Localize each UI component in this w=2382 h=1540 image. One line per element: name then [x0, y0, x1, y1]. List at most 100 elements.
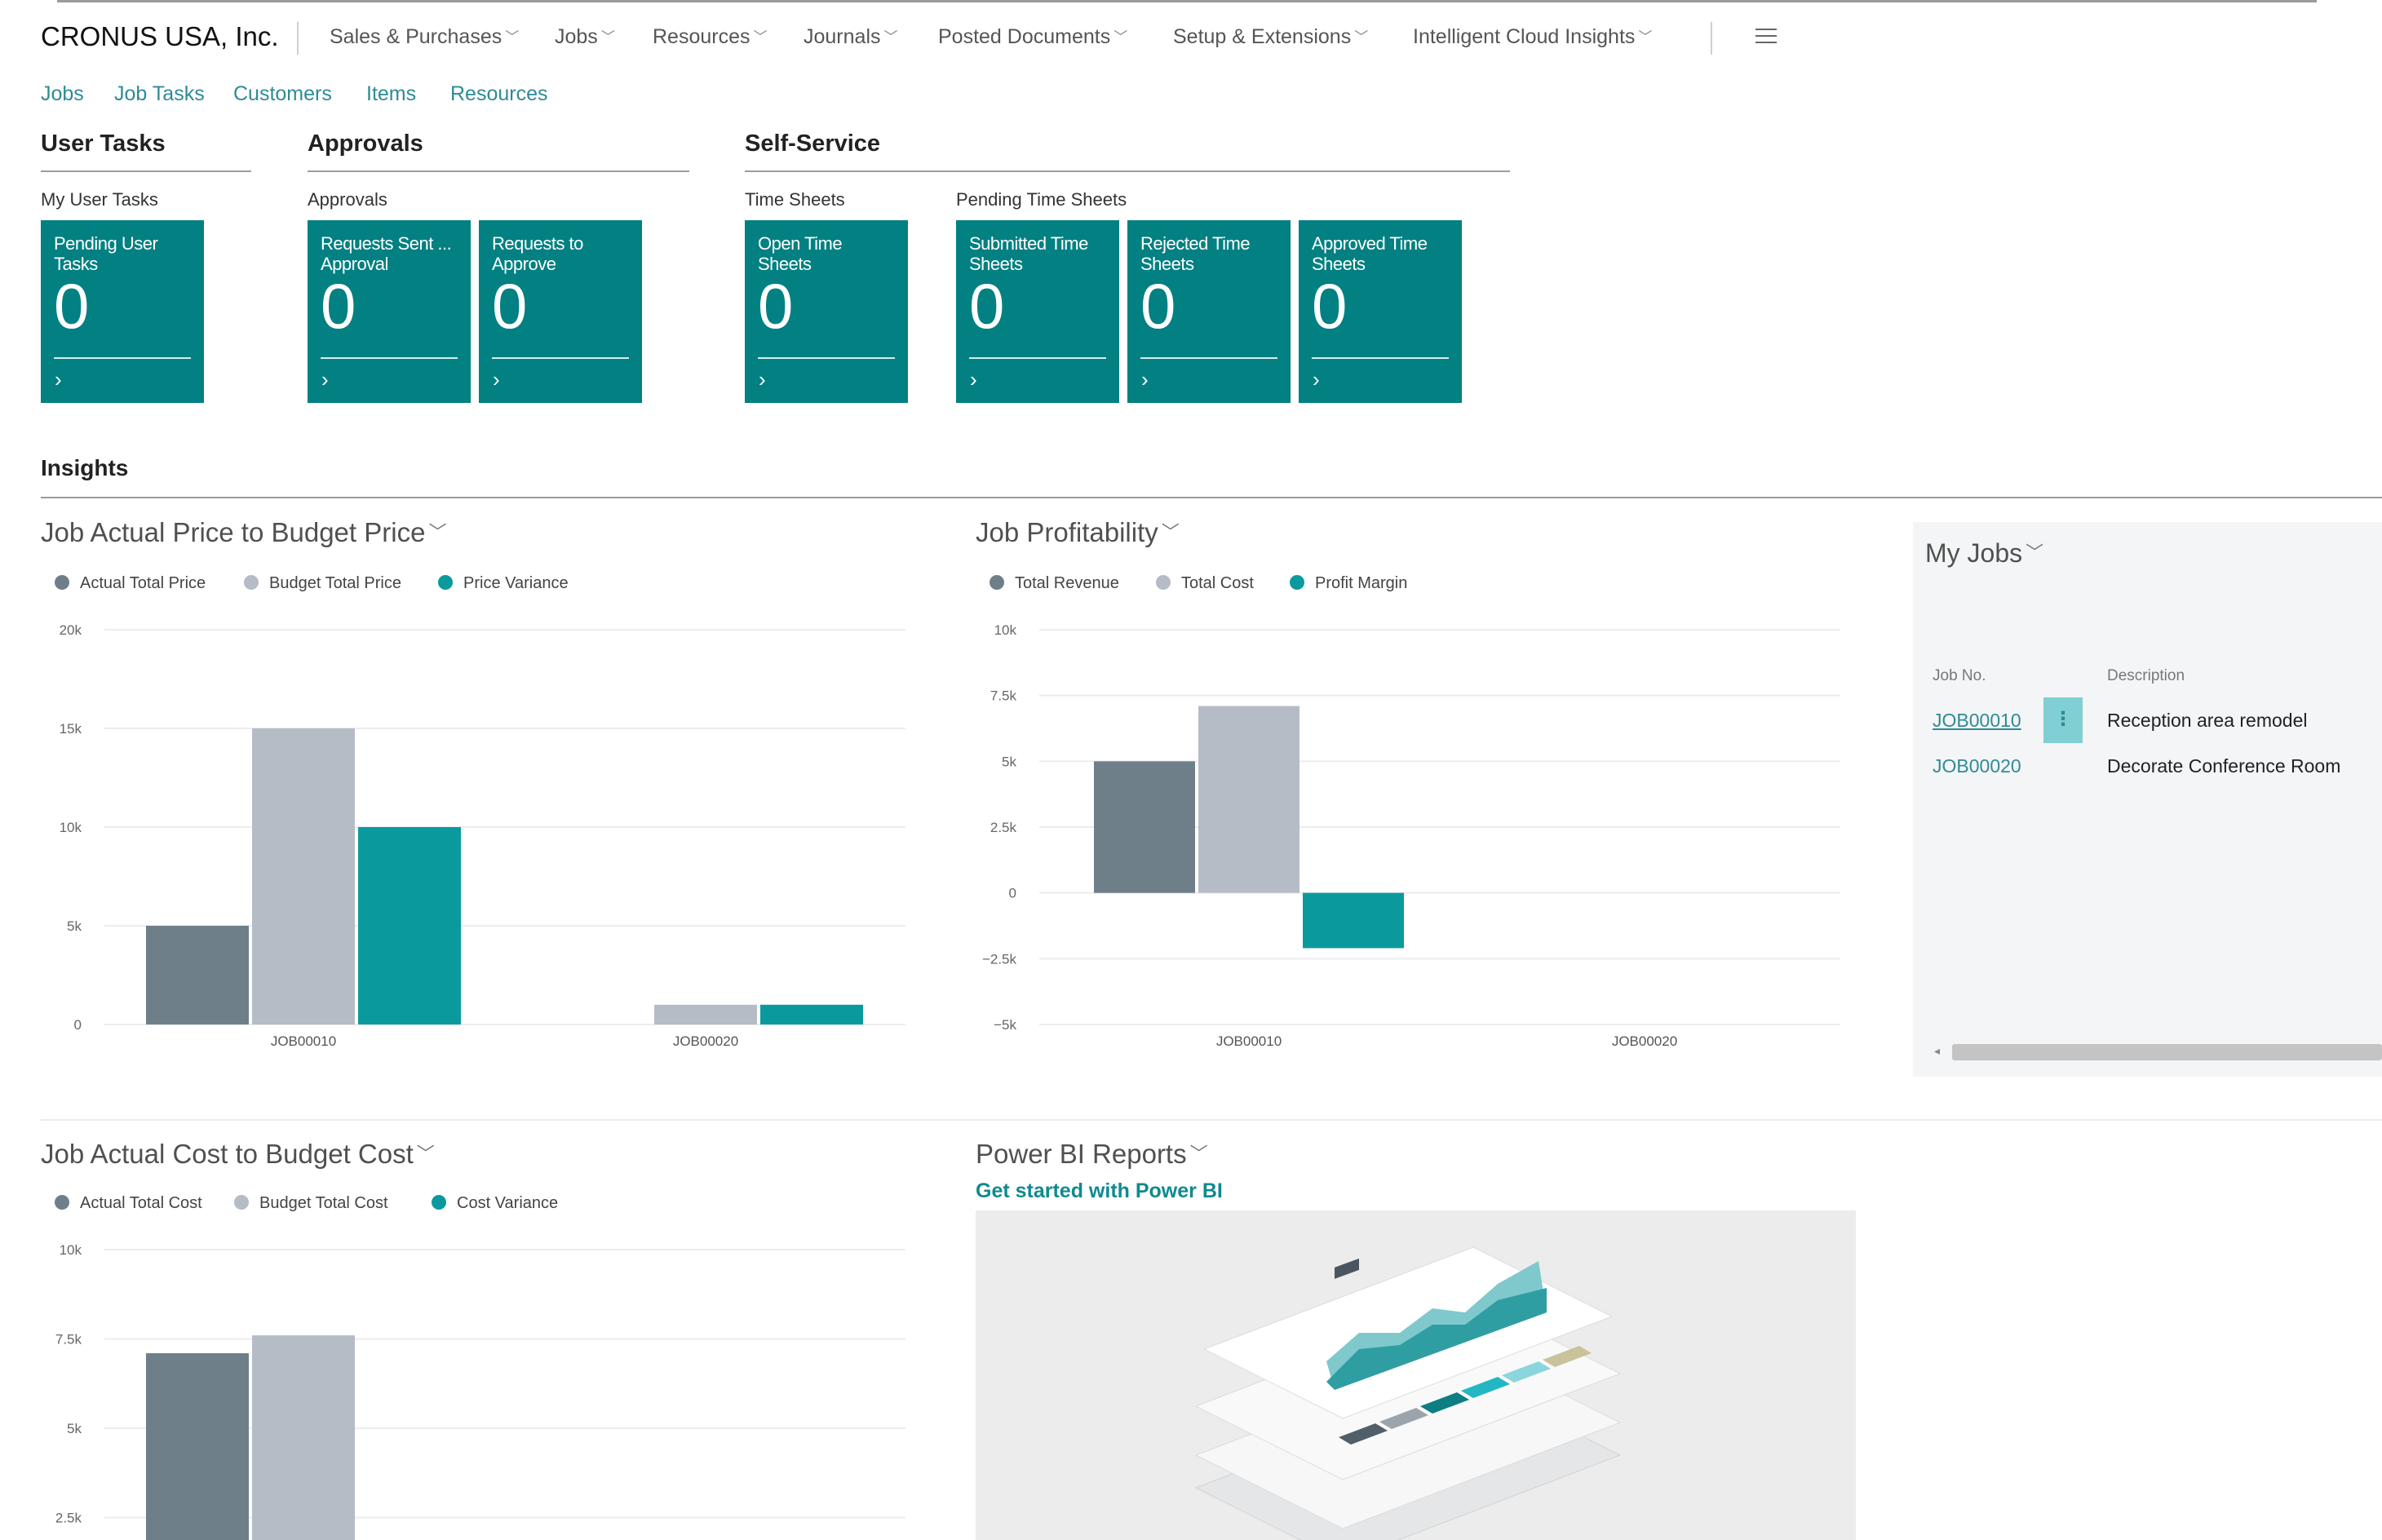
nav-posted-documents[interactable]: Posted Documents ﹀	[938, 25, 1127, 49]
y-tick-label: 7.5k	[990, 688, 1017, 704]
chevron-down-icon: ﹀	[1189, 1144, 1208, 1164]
tile-rejected-time-sheets[interactable]: Rejected Time Sheets 0 ›	[1127, 220, 1291, 403]
legend-dot	[1156, 575, 1171, 590]
tile-label: Rejected Time Sheets	[1140, 233, 1251, 274]
tile-label: Requests Sent ... Approval	[321, 233, 452, 274]
col-header-job-no[interactable]: Job No.	[1933, 667, 1986, 684]
chevron-right-icon: ›	[970, 367, 977, 392]
legend-label: Budget Total Price	[269, 574, 401, 592]
tile-divider	[54, 357, 191, 359]
legend-dot	[234, 1195, 249, 1210]
power-bi-illustration	[976, 1210, 1856, 1540]
tile-divider	[492, 357, 629, 359]
tile-submitted-time-sheets[interactable]: Submitted Time Sheets 0 ›	[956, 220, 1119, 403]
vertical-ellipsis-icon[interactable]: ⋮	[2043, 697, 2083, 743]
chevron-right-icon: ›	[55, 367, 62, 392]
legend-label: Actual Total Price	[80, 574, 206, 592]
company-name[interactable]: CRONUS USA, Inc.	[41, 21, 279, 51]
link-resources[interactable]: Resources	[450, 82, 548, 105]
bar	[252, 1335, 355, 1540]
chevron-down-icon: ﹀	[505, 29, 520, 45]
chart-title-job-actual-cost[interactable]: Job Actual Cost to Budget Cost ﹀	[41, 1139, 435, 1170]
y-tick-label: 0	[1009, 886, 1016, 901]
my-jobs-panel: My Jobs ﹀ Job No. Description JOB00010 ⋮ …	[1913, 522, 2382, 1077]
nav-label: Posted Documents	[938, 25, 1111, 48]
tile-value: 0	[969, 270, 1005, 342]
nav-setup-extensions[interactable]: Setup & Extensions ﹀	[1173, 25, 1368, 49]
power-bi-title-label: Power BI Reports	[976, 1139, 1187, 1169]
nav-label: Intelligent Cloud Insights	[1413, 25, 1636, 48]
sub-label-time-sheets: Time Sheets	[745, 189, 845, 210]
insights-title: Insights	[41, 455, 129, 480]
bar	[1198, 706, 1299, 893]
x-tick-label: JOB00010	[1216, 1033, 1282, 1049]
nav-jobs[interactable]: Jobs ﹀	[555, 25, 615, 49]
header-separator	[1711, 22, 1712, 55]
tile-divider	[1312, 357, 1449, 359]
nav-intelligent-cloud-insights[interactable]: Intelligent Cloud Insights ﹀	[1413, 25, 1652, 49]
insights-underline	[41, 497, 2382, 498]
get-started-power-bi-link[interactable]: Get started with Power BI	[976, 1179, 1223, 1202]
tile-requests-to-approve[interactable]: Requests to Approve 0 ›	[479, 220, 642, 403]
nav-sales-purchases[interactable]: Sales & Purchases ﹀	[330, 25, 519, 49]
tile-value: 0	[54, 270, 90, 342]
legend-dot	[438, 575, 453, 590]
y-tick-label: 5k	[67, 918, 82, 934]
nav-journals[interactable]: Journals ﹀	[804, 25, 898, 49]
link-job-tasks[interactable]: Job Tasks	[114, 82, 205, 105]
y-tick-label: 20k	[60, 622, 82, 638]
nav-resources[interactable]: Resources ﹀	[653, 25, 768, 49]
chevron-down-icon: ﹀	[2026, 542, 2044, 563]
group-title-self-service: Self-Service	[745, 131, 881, 157]
bar	[146, 1353, 249, 1540]
y-tick-label: 5k	[67, 1421, 82, 1436]
chart-title-job-profitability[interactable]: Job Profitability ﹀	[976, 517, 1180, 548]
legend-dot	[244, 575, 259, 590]
tile-approved-time-sheets[interactable]: Approved Time Sheets 0 ›	[1299, 220, 1462, 403]
tile-value: 0	[1312, 270, 1348, 342]
chart-title-label: Job Actual Cost to Budget Cost	[41, 1139, 414, 1169]
horizontal-scrollbar[interactable]	[1952, 1044, 2382, 1060]
chevron-down-icon: ﹀	[883, 29, 898, 45]
col-header-description[interactable]: Description	[2107, 667, 2185, 684]
tile-requests-sent-approval[interactable]: Requests Sent ... Approval 0 ›	[308, 220, 471, 403]
section-divider	[41, 1119, 2382, 1121]
y-tick-label: 10k	[60, 1242, 82, 1258]
link-items[interactable]: Items	[366, 82, 417, 105]
tile-open-time-sheets[interactable]: Open Time Sheets 0 ›	[745, 220, 908, 403]
chevron-down-icon: ﹀	[1354, 29, 1369, 45]
x-tick-label: JOB00020	[673, 1033, 738, 1049]
legend-label: Total Cost	[1181, 574, 1254, 592]
bar	[252, 728, 355, 1024]
chevron-down-icon: ﹀	[428, 522, 447, 542]
job-no-link[interactable]: JOB00020	[1933, 755, 2021, 777]
bar	[146, 926, 249, 1024]
tile-divider	[758, 357, 895, 359]
tile-label: Approved Time Sheets	[1312, 233, 1428, 274]
chart-title-job-actual-price[interactable]: Job Actual Price to Budget Price ﹀	[41, 517, 446, 548]
power-bi-reports-title[interactable]: Power BI Reports ﹀	[976, 1139, 1208, 1170]
hamburger-icon[interactable]	[1756, 29, 1777, 48]
tile-label: Pending User Tasks	[54, 233, 158, 274]
scroll-left-icon[interactable]: ◂	[1934, 1044, 1941, 1057]
my-jobs-title[interactable]: My Jobs ﹀	[1925, 538, 2043, 569]
link-jobs[interactable]: Jobs	[41, 82, 84, 105]
tile-value: 0	[758, 270, 794, 342]
x-tick-label: JOB00010	[271, 1033, 336, 1049]
tile-divider	[969, 357, 1106, 359]
legend-dot	[432, 1195, 446, 1210]
window-top-border	[57, 0, 2317, 2]
job-description: Decorate Conference Room	[2107, 755, 2341, 777]
chevron-down-icon: ﹀	[753, 29, 768, 45]
chart-job-profitability: Total Revenue Total Cost Profit Margin 10k 7…	[982, 574, 1840, 1049]
job-no-link[interactable]: JOB00010	[1933, 710, 2021, 731]
chevron-right-icon: ›	[759, 367, 766, 392]
link-customers[interactable]: Customers	[233, 82, 332, 105]
legend-label: Actual Total Cost	[80, 1194, 202, 1212]
y-tick-label: 2.5k	[55, 1511, 82, 1526]
app-header: CRONUS USA, Inc. Sales & Purchases ﹀ Jobs…	[0, 0, 2382, 77]
tile-pending-user-tasks[interactable]: Pending User Tasks 0 ›	[41, 220, 204, 403]
job-description: Reception area remodel	[2107, 710, 2308, 731]
sub-label-approvals: Approvals	[308, 189, 387, 210]
chevron-right-icon: ›	[321, 367, 329, 392]
